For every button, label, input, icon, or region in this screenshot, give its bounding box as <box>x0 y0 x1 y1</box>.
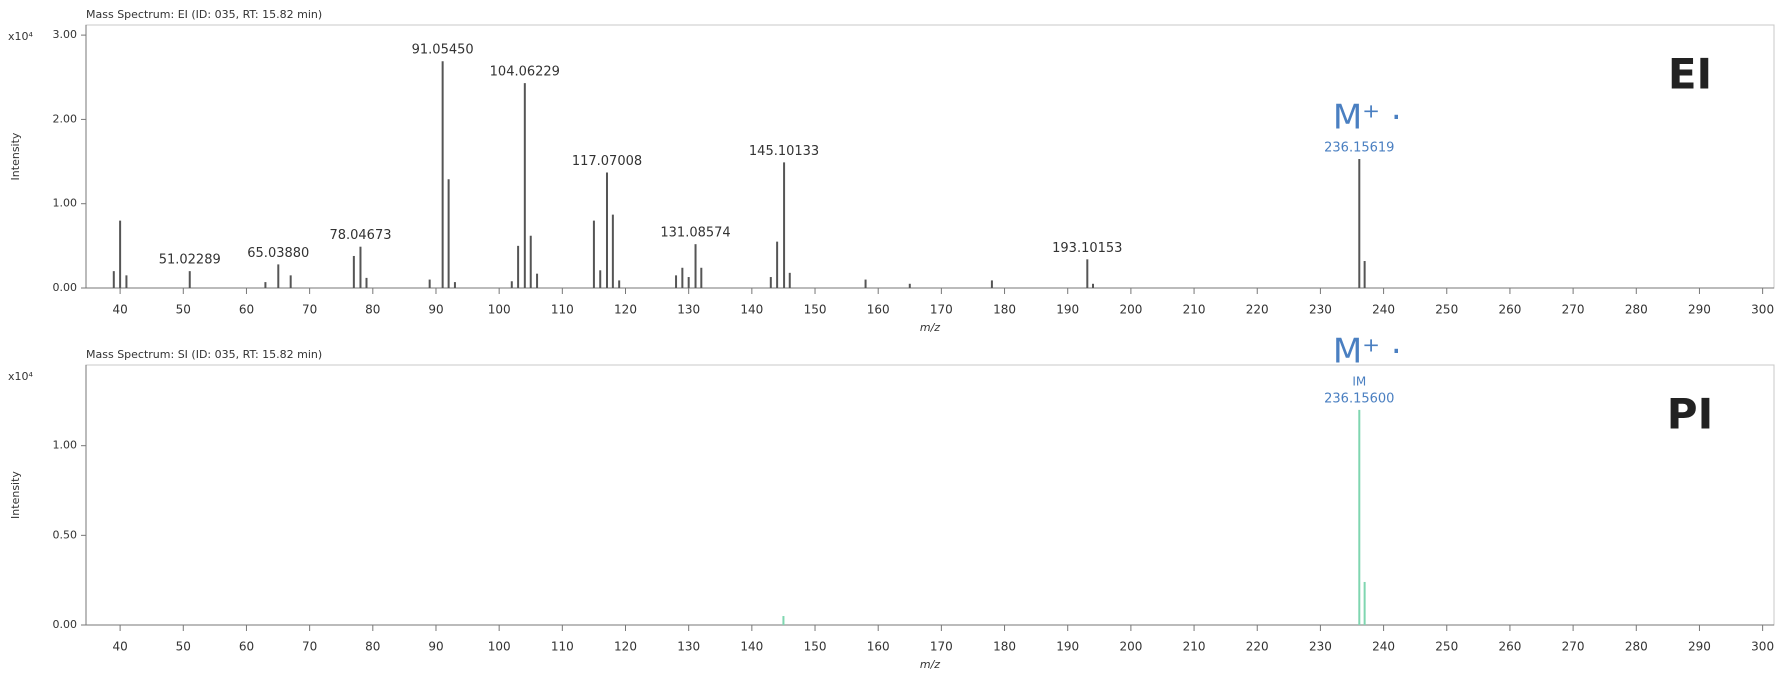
x-tick-label: 270 <box>1562 303 1585 317</box>
x-tick-label: 140 <box>740 640 763 654</box>
y-tick-label: 1.00 <box>53 439 78 452</box>
x-tick-label: 70 <box>302 640 317 654</box>
x-tick-label: 80 <box>365 640 380 654</box>
peak-label: 91.05450 <box>412 43 474 58</box>
x-tick-label: 260 <box>1498 640 1521 654</box>
x-tick-label: 100 <box>488 640 511 654</box>
x-tick-label: 140 <box>740 303 763 317</box>
x-tick-label: 180 <box>993 303 1016 317</box>
panel-label: PI <box>1667 390 1713 439</box>
x-tick-label: 220 <box>1246 640 1269 654</box>
x-tick-label: 270 <box>1562 640 1585 654</box>
y-tick-label: 2.00 <box>53 112 78 125</box>
x-tick-label: 230 <box>1309 303 1332 317</box>
x-tick-label: 90 <box>428 303 443 317</box>
x-tick-label: 130 <box>677 640 700 654</box>
x-tick-label: 160 <box>867 640 890 654</box>
x-tick-label: 60 <box>239 640 254 654</box>
x-tick-label: 300 <box>1751 303 1774 317</box>
x-tick-label: 190 <box>1056 640 1079 654</box>
x-axis-label: m/z <box>920 658 940 671</box>
y-tick-label: 0.50 <box>53 528 78 541</box>
peak-label: 236.15619 <box>1324 141 1394 156</box>
x-tick-label: 100 <box>488 303 511 317</box>
x-tick-label: 110 <box>551 303 574 317</box>
peak-label: 236.15600 <box>1324 391 1394 406</box>
x-tick-label: 160 <box>867 303 890 317</box>
peak-label: 104.06229 <box>490 65 560 80</box>
x-tick-label: 120 <box>614 303 637 317</box>
y-axis-label: Intensity <box>9 132 22 180</box>
x-tick-label: 130 <box>677 303 700 317</box>
panel-label: EI <box>1668 50 1712 99</box>
x-tick-label: 110 <box>551 640 574 654</box>
x-tick-label: 290 <box>1688 640 1711 654</box>
x-tick-label: 210 <box>1183 640 1206 654</box>
x-tick-label: 240 <box>1372 640 1395 654</box>
peak-label: 193.10153 <box>1052 241 1122 256</box>
chart-title: Mass Spectrum: SI (ID: 035, RT: 15.82 mi… <box>86 348 322 361</box>
y-tick-label: 0.00 <box>53 618 78 631</box>
plot-frame <box>85 24 1775 289</box>
x-tick-label: 190 <box>1056 303 1079 317</box>
x-tick-label: 70 <box>302 303 317 317</box>
x-tick-label: 170 <box>930 640 953 654</box>
y-axis-label: Intensity <box>9 471 22 519</box>
x-tick-label: 40 <box>112 640 127 654</box>
x-tick-label: 120 <box>614 640 637 654</box>
peak-label: 145.10133 <box>749 144 819 159</box>
x-tick-label: 220 <box>1246 303 1269 317</box>
peak-label: 78.04673 <box>329 228 391 243</box>
x-tick-label: 260 <box>1498 303 1521 317</box>
y-tick-label: 1.00 <box>53 197 78 210</box>
x-tick-label: 290 <box>1688 303 1711 317</box>
x-tick-label: 250 <box>1435 640 1458 654</box>
x-tick-label: 80 <box>365 303 380 317</box>
x-tick-label: 180 <box>993 640 1016 654</box>
x-tick-label: 280 <box>1625 303 1648 317</box>
x-tick-label: 230 <box>1309 640 1332 654</box>
peak-label: 117.07008 <box>572 154 642 169</box>
y-scale-label: x10⁴ <box>8 370 34 383</box>
y-tick-label: 0.00 <box>53 281 78 294</box>
molecular-ion-label: M⁺ · <box>1333 331 1402 371</box>
y-scale-label: x10⁴ <box>8 30 34 43</box>
peak-label: 51.02289 <box>159 253 221 268</box>
plot-frame <box>85 364 1775 626</box>
ion-tag: IM <box>1352 374 1366 388</box>
x-tick-label: 200 <box>1119 303 1142 317</box>
x-tick-label: 250 <box>1435 303 1458 317</box>
x-tick-label: 300 <box>1751 640 1774 654</box>
x-tick-label: 200 <box>1119 640 1142 654</box>
chart-title: Mass Spectrum: EI (ID: 035, RT: 15.82 mi… <box>86 8 322 21</box>
peak-label: 65.03880 <box>247 246 309 261</box>
x-tick-label: 210 <box>1183 303 1206 317</box>
x-tick-label: 170 <box>930 303 953 317</box>
y-tick-label: 3.00 <box>53 28 78 41</box>
x-tick-label: 150 <box>804 303 827 317</box>
molecular-ion-label: M⁺ · <box>1333 98 1402 138</box>
x-tick-label: 240 <box>1372 303 1395 317</box>
x-tick-label: 90 <box>428 640 443 654</box>
x-tick-label: 40 <box>112 303 127 317</box>
x-axis-label: m/z <box>920 321 940 334</box>
x-tick-label: 50 <box>176 640 191 654</box>
x-tick-label: 150 <box>804 640 827 654</box>
peak-label: 131.08574 <box>660 226 730 241</box>
x-tick-label: 50 <box>176 303 191 317</box>
x-tick-label: 60 <box>239 303 254 317</box>
x-tick-label: 280 <box>1625 640 1648 654</box>
